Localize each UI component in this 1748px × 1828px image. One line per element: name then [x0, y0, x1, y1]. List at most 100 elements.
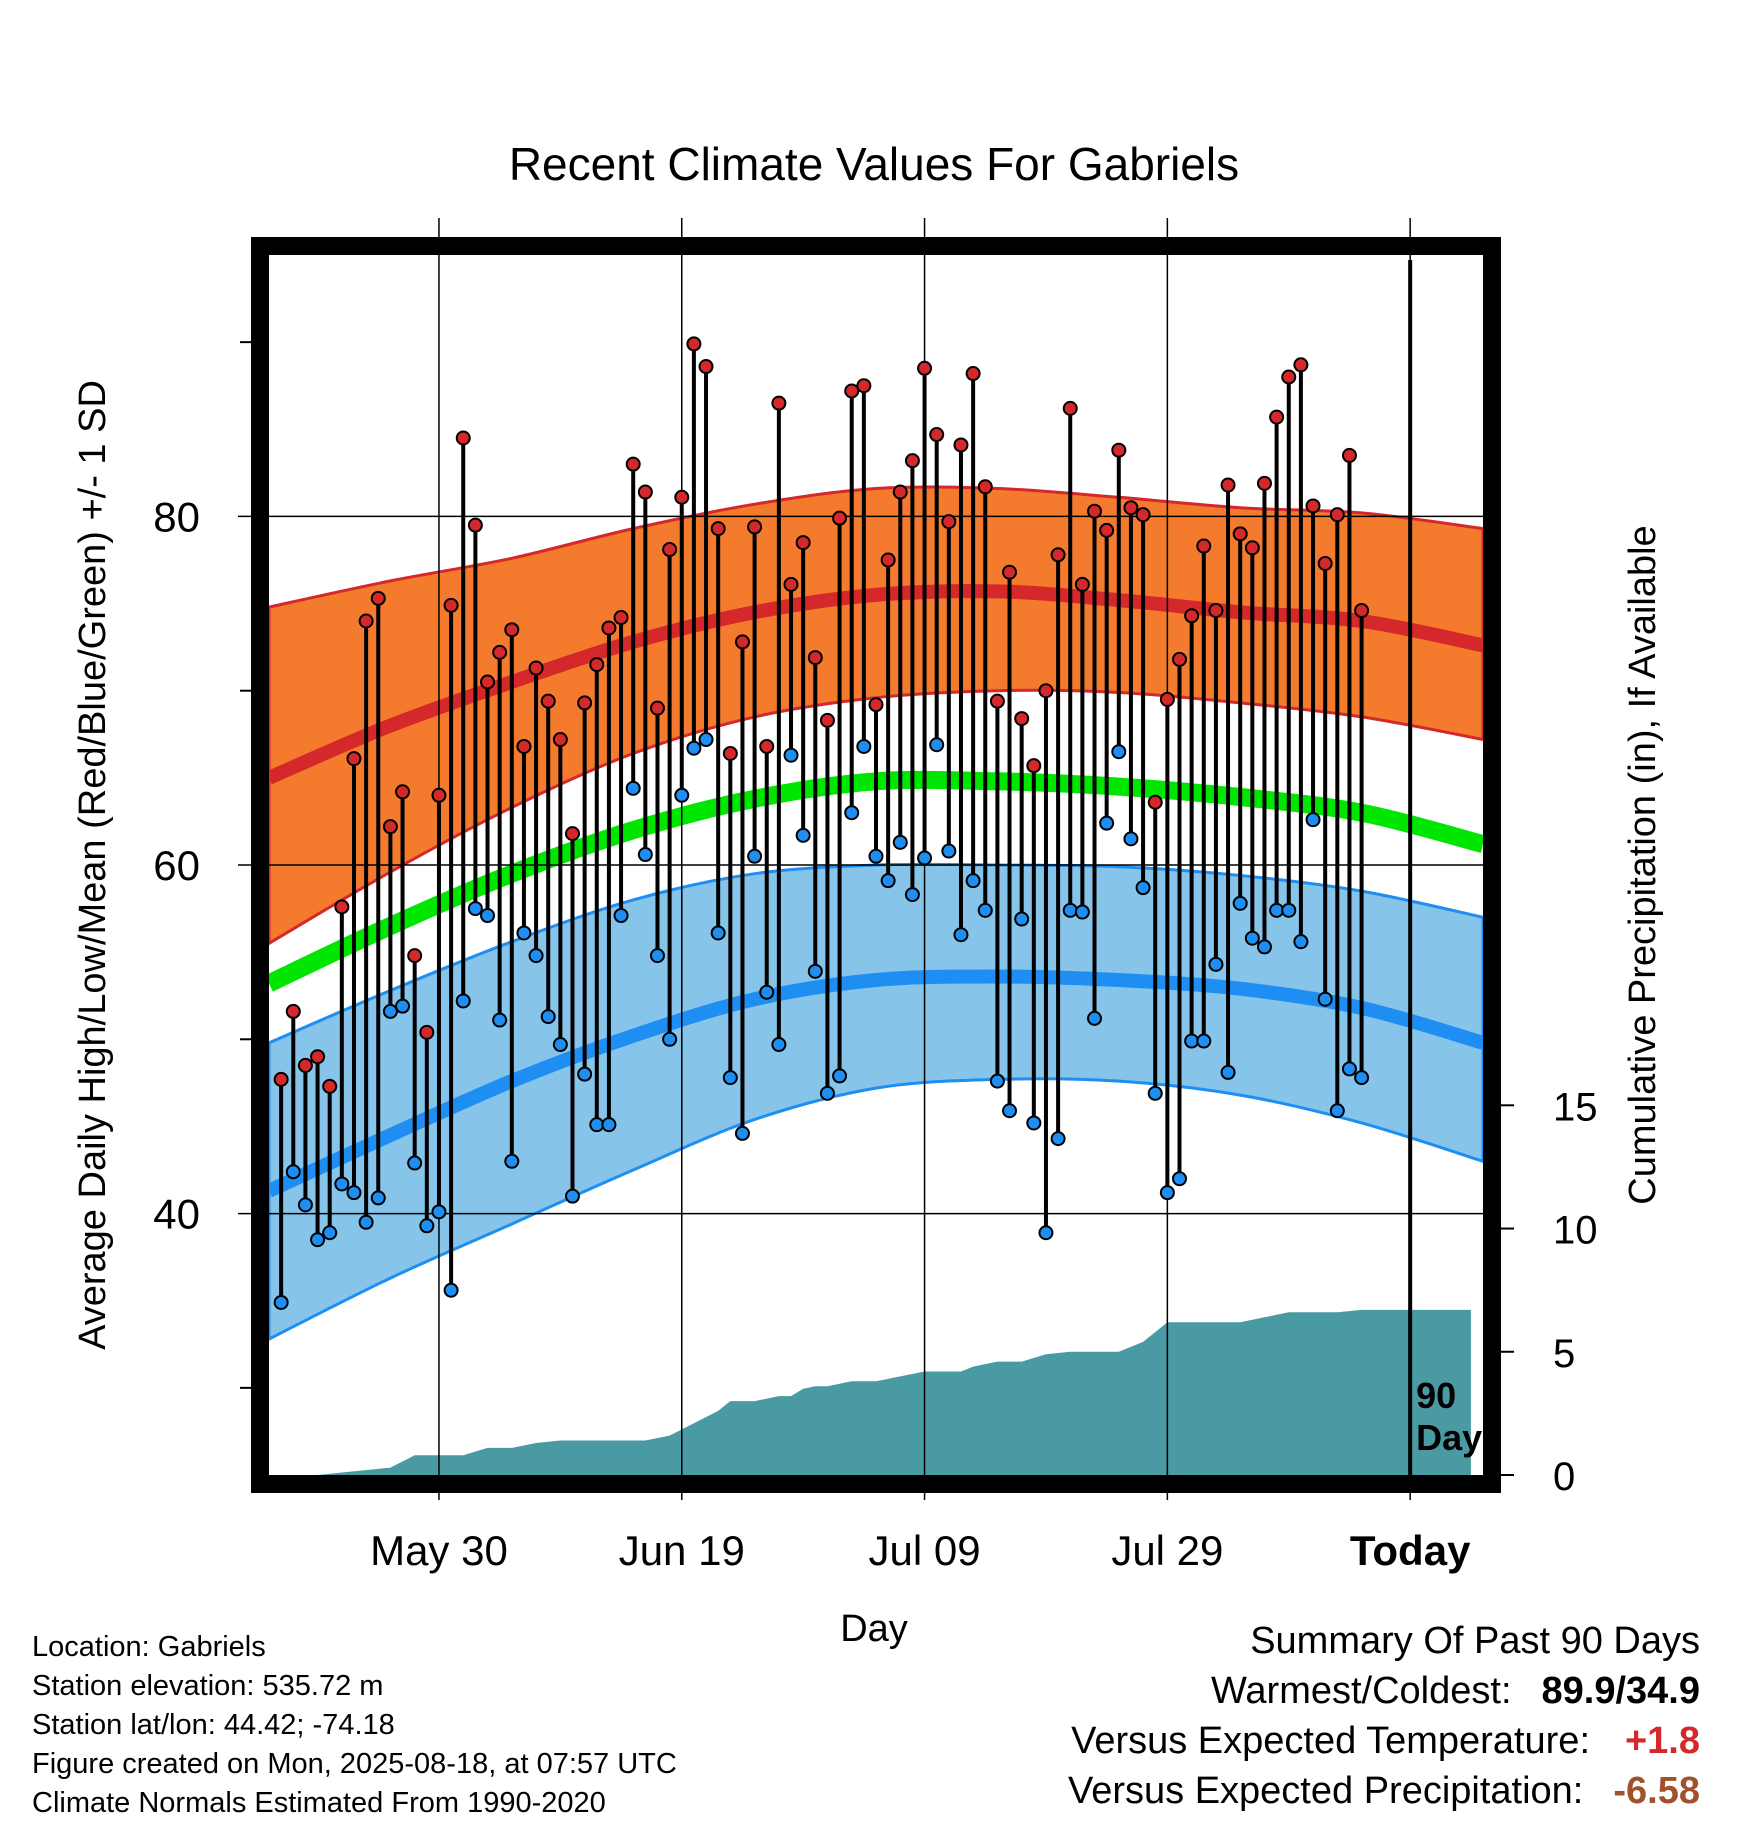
daily-low-point: [419, 1218, 435, 1234]
summary-precip-label: Versus Expected Precipitation:: [1067, 1770, 1584, 1812]
daily-low-point: [467, 901, 483, 917]
daily-low-point: [1244, 930, 1260, 946]
y-left-tick-label: 40: [153, 1191, 200, 1238]
daily-high-point: [516, 738, 532, 754]
daily-low-point: [1341, 1061, 1357, 1077]
daily-high-point: [941, 514, 957, 530]
daily-high-point: [1014, 711, 1030, 727]
daily-low-point: [856, 738, 872, 754]
daily-high-point: [1087, 503, 1103, 519]
y-right-tick-label: 0: [1553, 1455, 1575, 1499]
daily-high-point: [1293, 357, 1309, 373]
daily-high-point: [1074, 576, 1090, 592]
daily-low-point: [747, 848, 763, 864]
daily-low-point: [734, 1125, 750, 1141]
summary-precip-row: Versus Expected Precipitation: -6.58: [1068, 1766, 1700, 1816]
daily-low-point: [1293, 934, 1309, 950]
daily-low-point: [492, 1012, 508, 1028]
low-normal-line: [266, 969, 1485, 1198]
daily-low-point: [686, 740, 702, 756]
daily-high-point: [1244, 540, 1260, 556]
daily-low-point: [382, 1003, 398, 1019]
daily-low-point: [431, 1204, 447, 1220]
daily-low-point: [395, 998, 411, 1014]
summary-precip-value: -6.58: [1613, 1770, 1700, 1812]
daily-high-point: [346, 751, 362, 767]
summary-temp-value: +1.8: [1624, 1720, 1700, 1762]
daily-high-point: [1305, 498, 1321, 514]
daily-high-point: [868, 697, 884, 713]
daily-low-point: [807, 963, 823, 979]
daily-low-point: [358, 1214, 374, 1230]
daily-low-point: [1232, 895, 1248, 911]
daily-low-point: [941, 843, 957, 859]
daily-high-point: [370, 590, 386, 606]
daily-high-point: [989, 693, 1005, 709]
daily-low-point: [1196, 1033, 1212, 1049]
daily-low-point: [1038, 1225, 1054, 1241]
daily-high-point: [297, 1057, 313, 1073]
summary-warmest-value: 89.9/34.9: [1541, 1670, 1700, 1712]
daily-low-point: [1111, 744, 1127, 760]
daily-low-point: [407, 1155, 423, 1171]
daily-high-point: [322, 1078, 338, 1094]
daily-low-point: [1002, 1103, 1018, 1119]
daily-high-point: [601, 620, 617, 636]
daily-low-point: [443, 1282, 459, 1298]
daily-low-point: [880, 873, 896, 889]
x-tick-label: Jul 09: [869, 1527, 981, 1574]
daily-high-point: [589, 657, 605, 673]
daily-high-point: [904, 453, 920, 469]
daily-high-point: [1038, 683, 1054, 699]
y-right-tick-label: 15: [1553, 1085, 1598, 1129]
daily-low-point: [1026, 1115, 1042, 1131]
x-tick-label: May 30: [370, 1527, 508, 1574]
y-right-tick-label: 5: [1553, 1332, 1575, 1376]
daily-low-point: [771, 1037, 787, 1053]
daily-high-point: [310, 1049, 326, 1065]
daily-low-point: [1099, 815, 1115, 831]
y-right-tick-label: 10: [1553, 1209, 1598, 1253]
daily-high-point: [1002, 564, 1018, 580]
daily-low-point: [1014, 911, 1030, 927]
daily-high-point: [540, 693, 556, 709]
daily-high-point: [722, 745, 738, 761]
daily-low-point: [1050, 1131, 1066, 1147]
daily-high-point: [832, 510, 848, 526]
y-left-tick-label: 60: [153, 842, 200, 889]
daily-low-point: [613, 908, 629, 924]
daily-low-point: [832, 1068, 848, 1084]
daily-high-point: [819, 712, 835, 728]
daily-high-point: [1196, 538, 1212, 554]
daily-low-point: [722, 1070, 738, 1086]
today-days-number: 90: [1416, 1375, 1456, 1416]
daily-low-point: [1172, 1171, 1187, 1187]
grid-layer: [238, 218, 1483, 1500]
daily-low-point: [759, 984, 775, 1000]
daily-high-point: [880, 552, 896, 568]
daily-high-point: [1281, 369, 1297, 385]
daily-high-point: [1062, 400, 1078, 416]
x-axis-label: Day: [840, 1608, 908, 1650]
daily-high-point: [1159, 691, 1175, 707]
daily-low-point: [322, 1225, 338, 1241]
precip-area: [269, 1309, 1471, 1475]
right-axis-label: Cumulative Precipitation (in), If Availa…: [1622, 525, 1664, 1204]
daily-low-point: [1220, 1064, 1236, 1080]
daily-low-point: [1329, 1103, 1345, 1119]
info-location: Location: Gabriels: [32, 1631, 266, 1663]
daily-low-point: [868, 848, 884, 864]
daily-high-point: [334, 899, 350, 915]
daily-high-point: [285, 1003, 301, 1019]
daily-low-point: [370, 1190, 386, 1206]
daily-low-point: [1074, 904, 1090, 920]
info-latlon: Station lat/lon: 44.42; -74.18: [32, 1709, 395, 1741]
daily-low-point: [1147, 1085, 1163, 1101]
daily-high-point: [492, 644, 508, 660]
daily-low-point: [989, 1073, 1005, 1089]
daily-low-point: [1184, 1033, 1200, 1049]
daily-low-point: [540, 1009, 556, 1025]
daily-high-point: [844, 383, 860, 399]
daily-low-point: [589, 1117, 605, 1133]
